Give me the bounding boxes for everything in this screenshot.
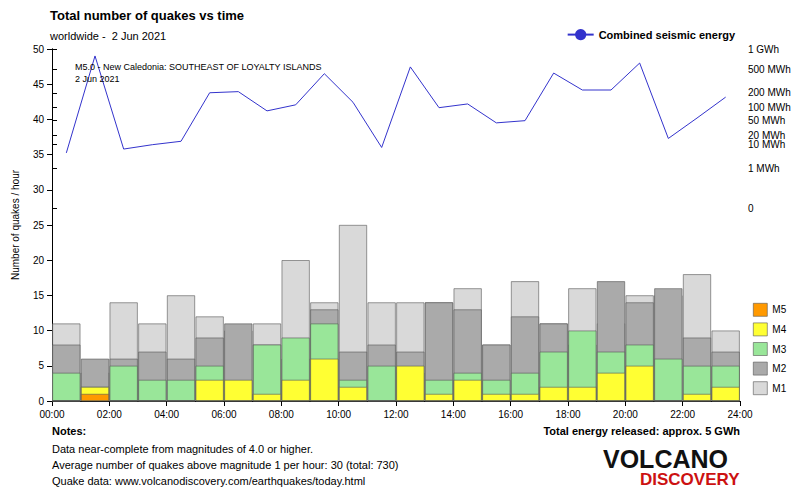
svg-text:16:00: 16:00 [498,409,523,420]
svg-text:10: 10 [33,325,45,336]
svg-text:40: 40 [33,114,45,125]
svg-text:04:00: 04:00 [154,409,179,420]
svg-text:14:00: 14:00 [441,409,466,420]
svg-text:20: 20 [33,255,45,266]
svg-text:35: 35 [33,149,45,160]
svg-text:DISCOVERY: DISCOVERY [640,470,740,489]
svg-text:1 MWh: 1 MWh [748,163,780,174]
svg-text:Total energy released: approx.: Total energy released: approx. 5 GWh [543,425,740,437]
svg-text:18:00: 18:00 [555,409,580,420]
svg-text:06:00: 06:00 [211,409,236,420]
svg-text:Combined seismic energy: Combined seismic energy [599,29,736,41]
svg-text:Number of quakes / hour: Number of quakes / hour [10,169,21,280]
svg-text:45: 45 [33,79,45,90]
svg-text:02:00: 02:00 [97,409,122,420]
svg-text:0: 0 [748,203,754,214]
svg-text:Data near-complete from magnit: Data near-complete from magnitudes of 4.… [52,443,313,455]
svg-text:25: 25 [33,220,45,231]
svg-text:50 MWh: 50 MWh [748,115,785,126]
svg-text:5: 5 [38,360,44,371]
svg-text:VOLCANO: VOLCANO [603,445,728,473]
svg-text:15: 15 [33,290,45,301]
svg-text:00:00: 00:00 [39,409,64,420]
svg-text:M2: M2 [772,363,786,374]
svg-text:12:00: 12:00 [383,409,408,420]
svg-text:2 Jun 2021: 2 Jun 2021 [75,74,120,84]
svg-text:30: 30 [33,184,45,195]
svg-text:22:00: 22:00 [670,409,695,420]
svg-text:0: 0 [38,396,44,407]
svg-text:50: 50 [33,44,45,55]
svg-text:1 GWh: 1 GWh [748,44,779,55]
svg-text:Total number of quakes vs time: Total number of quakes vs time [50,8,244,23]
svg-text:24:00: 24:00 [727,409,752,420]
svg-text:M4: M4 [772,324,786,335]
svg-text:10:00: 10:00 [326,409,351,420]
svg-text:Quake data: www.volcanodiscove: Quake data: www.volcanodiscovery.com/ear… [52,475,365,487]
svg-text:M5.0 - New Caledonia: SOUTHEAS: M5.0 - New Caledonia: SOUTHEAST OF LOYAL… [75,62,321,72]
svg-text:100 MWh: 100 MWh [748,102,791,113]
svg-text:worldwide - 2 Jun 2021: worldwide - 2 Jun 2021 [49,30,166,42]
svg-text:20:00: 20:00 [613,409,638,420]
svg-text:500 MWh: 500 MWh [748,64,791,75]
svg-text:200 MWh: 200 MWh [748,87,791,98]
svg-text:M5: M5 [772,304,786,315]
svg-text:Notes:: Notes: [52,425,86,437]
svg-text:Average number of quakes above: Average number of quakes above magnitude… [52,459,399,471]
svg-text:10 MWh: 10 MWh [748,139,785,150]
svg-text:M3: M3 [772,344,786,355]
svg-text:M1: M1 [772,383,786,394]
svg-text:20 MWh: 20 MWh [748,130,785,141]
svg-text:08:00: 08:00 [269,409,294,420]
